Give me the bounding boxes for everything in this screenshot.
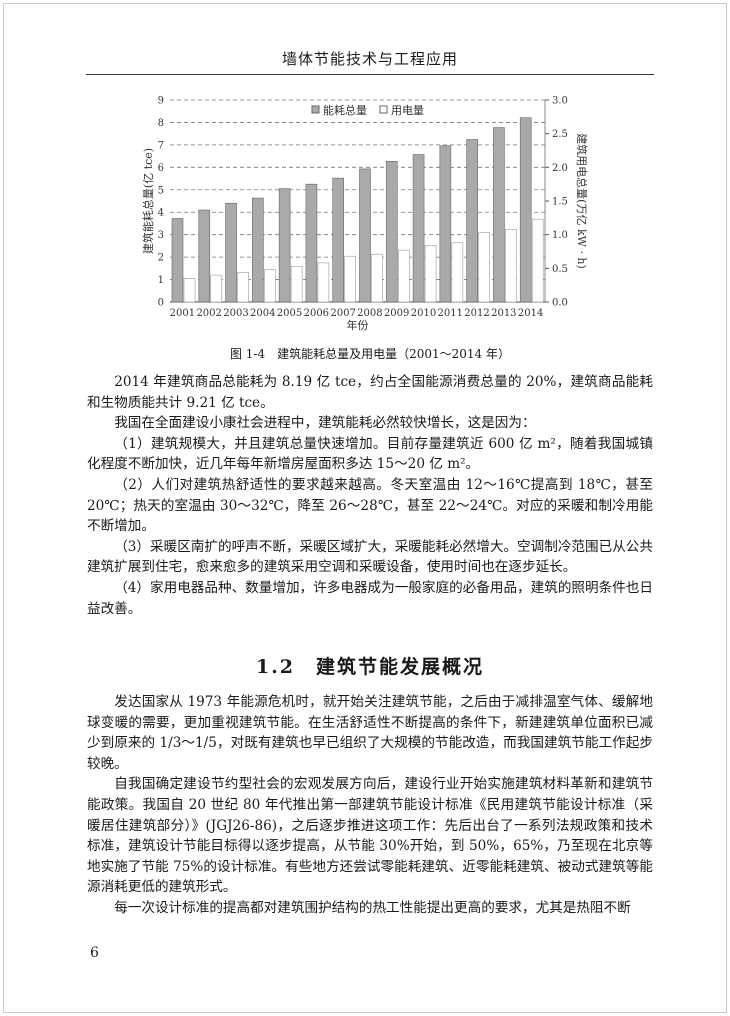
y-tick-label: 9 (158, 96, 164, 107)
paragraph: 我国在全面建设小康社会进程中，建筑能耗必然较快增长，这是因为： (114, 415, 536, 432)
y-tick-label: 6 (158, 163, 164, 174)
bar-energy (278, 188, 291, 303)
bar-electricity (451, 242, 464, 303)
running-header: 墙体节能技术与工程应用 (281, 50, 458, 68)
x-tick-label: 2006 (304, 308, 329, 319)
page-border (3, 3, 727, 1013)
paragraph: （2）人们对建筑热舒适性的要求越来越高。冬天室温由 12～16℃提高到 18℃，… (87, 476, 653, 535)
bar-energy (466, 139, 478, 303)
y-tick-label: 4 (158, 208, 164, 219)
body-text-1: 2014 年建筑商品总能耗为 8.19 亿 tce，约占全国能源消费总量的 20… (87, 372, 653, 619)
section-heading: 1.2 建筑节能发展概况 (255, 656, 485, 678)
paragraph: 每一次设计标准的提高都对建筑围护结构的热工性能提出更高的要求，尤其是热阻不断 (114, 899, 631, 916)
bar-energy (359, 168, 371, 303)
header-rule (86, 74, 654, 75)
paragraph: （3）采暖区南扩的呼声不断，采暖区域扩大，采暖能耗必然增大。空调制冷范围已从公共… (87, 538, 653, 576)
bar-electricity (183, 278, 196, 303)
bar-energy (439, 145, 452, 303)
paragraph: 2014 年建筑商品总能耗为 8.19 亿 tce，约占全国能源消费总量的 20… (87, 374, 653, 411)
bar-electricity (210, 274, 223, 303)
bar-electricity (531, 218, 544, 303)
bar-energy (225, 202, 237, 303)
bar-electricity (505, 228, 517, 303)
bar-energy (305, 183, 318, 303)
y-tick-label: 2 (158, 253, 164, 264)
x-tick-label: 2005 (277, 308, 302, 319)
y-tick-label: 7 (158, 140, 164, 151)
x-tick-label: 2010 (411, 308, 436, 319)
y2-tick-label: 3.0 (552, 96, 568, 107)
paragraph: （1）建筑规模大，并且建筑总量快速增加。目前存量建筑近 600 亿 m²，随着我… (87, 435, 653, 473)
y-tick-label: 5 (158, 185, 164, 196)
y2-axis-label: 建筑用电总量(万亿 kW · h) (575, 133, 589, 269)
bar-electricity (424, 245, 437, 303)
y-tick-label: 1 (158, 275, 164, 286)
legend-label-electricity: 用电量 (391, 104, 424, 117)
legend-swatch-electricity (379, 105, 388, 114)
y2-tick-label: 2.0 (552, 163, 568, 174)
bar-energy (171, 218, 184, 303)
bar-energy (493, 127, 505, 303)
x-tick-label: 2003 (223, 308, 248, 319)
x-tick-label: 2009 (384, 308, 409, 319)
x-tick-label: 2001 (170, 308, 195, 319)
y2-tick-label: 1.5 (552, 197, 568, 208)
bar-energy (332, 177, 345, 303)
legend-label-energy: 能耗总量 (323, 103, 367, 117)
x-tick-label: 2004 (250, 308, 275, 319)
x-tick-label: 2013 (491, 308, 516, 319)
bar-electricity (371, 253, 383, 303)
y-axis-label: 建筑能耗总量(亿 tce) (141, 148, 155, 254)
paragraph: （4）家用电器品种、数量增加，许多电器成为一般家庭的必备用品，建筑的照明条件也日… (87, 579, 653, 617)
figure-caption: 图 1-4 建筑能耗总量及用电量（2001～2014 年） (229, 347, 511, 361)
y2-tick-label: 0.5 (552, 264, 568, 275)
y2-tick-label: 1.0 (552, 230, 568, 241)
bar-energy (412, 154, 425, 303)
bar-electricity (478, 232, 490, 303)
x-tick-label: 2008 (357, 308, 382, 319)
y-tick-label: 0 (158, 298, 164, 309)
bar-energy (385, 160, 398, 303)
x-tick-label: 2002 (196, 308, 221, 319)
y-tick-label: 8 (158, 118, 164, 129)
bar-energy (252, 197, 264, 303)
page-number: 6 (90, 945, 99, 961)
bar-electricity (264, 269, 276, 303)
x-tick-label: 2014 (518, 308, 543, 319)
x-tick-label: 2012 (464, 308, 489, 319)
x-tick-label: 2011 (438, 308, 463, 319)
bar-electricity (397, 249, 410, 303)
x-tick-label: 2007 (330, 308, 355, 319)
y2-tick-label: 2.5 (552, 129, 568, 140)
bar-electricity (317, 262, 330, 303)
paragraph: 发达国家从 1973 年能源危机时，就开始关注建筑节能，之后由于减排温室气体、缓… (87, 694, 653, 772)
bar-energy (519, 117, 532, 303)
body-text-2: 发达国家从 1973 年能源危机时，就开始关注建筑节能，之后由于减排温室气体、缓… (87, 692, 653, 919)
bar-electricity (237, 272, 249, 303)
legend-swatch-energy (311, 105, 320, 114)
y2-tick-label: 0.0 (552, 298, 568, 309)
bar-electricity (344, 255, 357, 303)
bar-electricity (290, 266, 303, 303)
x-axis-label: 年份 (347, 318, 369, 332)
bar-energy (198, 209, 211, 303)
y-tick-label: 3 (158, 230, 164, 241)
paragraph: 自我国确定建设节约型社会的宏观发展方向后，建设行业开始实施建筑材料革新和建筑节能… (87, 776, 653, 896)
